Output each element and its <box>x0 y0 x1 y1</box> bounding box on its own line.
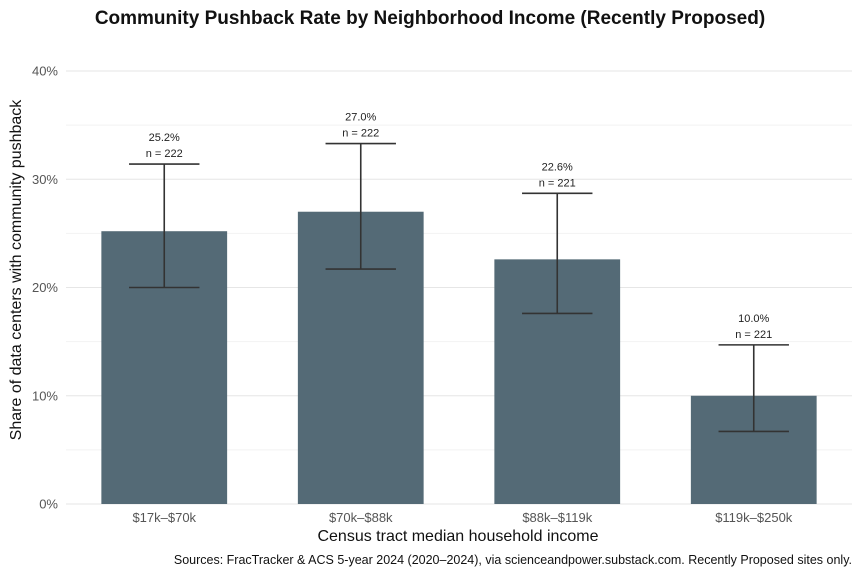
n-label: n = 222 <box>342 128 379 140</box>
chart-title: Community Pushback Rate by Neighborhood … <box>95 8 765 29</box>
y-tick-label: 20% <box>32 280 58 295</box>
x-axis-label: Census tract median household income <box>317 528 598 545</box>
x-tick-label: $17k–$70k <box>132 510 196 525</box>
source-caption: Sources: FracTracker & ACS 5-year 2024 (… <box>174 553 852 567</box>
error-bars <box>129 142 789 433</box>
x-tick-label: $88k–$119k <box>522 510 592 525</box>
value-label: 10.0% <box>738 313 769 325</box>
x-tick-label: $119k–$250k <box>715 510 793 525</box>
y-tick-label: 30% <box>32 172 58 187</box>
y-axis-ticks: 0% 10% 20% 30% 40% <box>32 64 58 512</box>
y-tick-label: 0% <box>39 497 58 512</box>
y-tick-label: 40% <box>32 64 58 79</box>
bars <box>101 211 817 504</box>
n-label: n = 221 <box>539 177 576 189</box>
x-axis-ticks: $17k–$70k $70k–$88k $88k–$119k $119k–$250k <box>132 510 792 525</box>
value-label: 22.6% <box>542 161 573 173</box>
x-tick-label: $70k–$88k <box>329 510 393 525</box>
data-labels: 25.2% n = 222 27.0% n = 222 22.6% n = 221 10.0… <box>146 112 773 341</box>
n-label: n = 222 <box>146 148 183 160</box>
y-axis-label: Share of data centers with community pus… <box>8 99 25 441</box>
y-tick-label: 10% <box>32 388 58 403</box>
n-label: n = 221 <box>735 329 772 341</box>
value-label: 25.2% <box>149 132 180 144</box>
value-label: 27.0% <box>345 112 376 124</box>
